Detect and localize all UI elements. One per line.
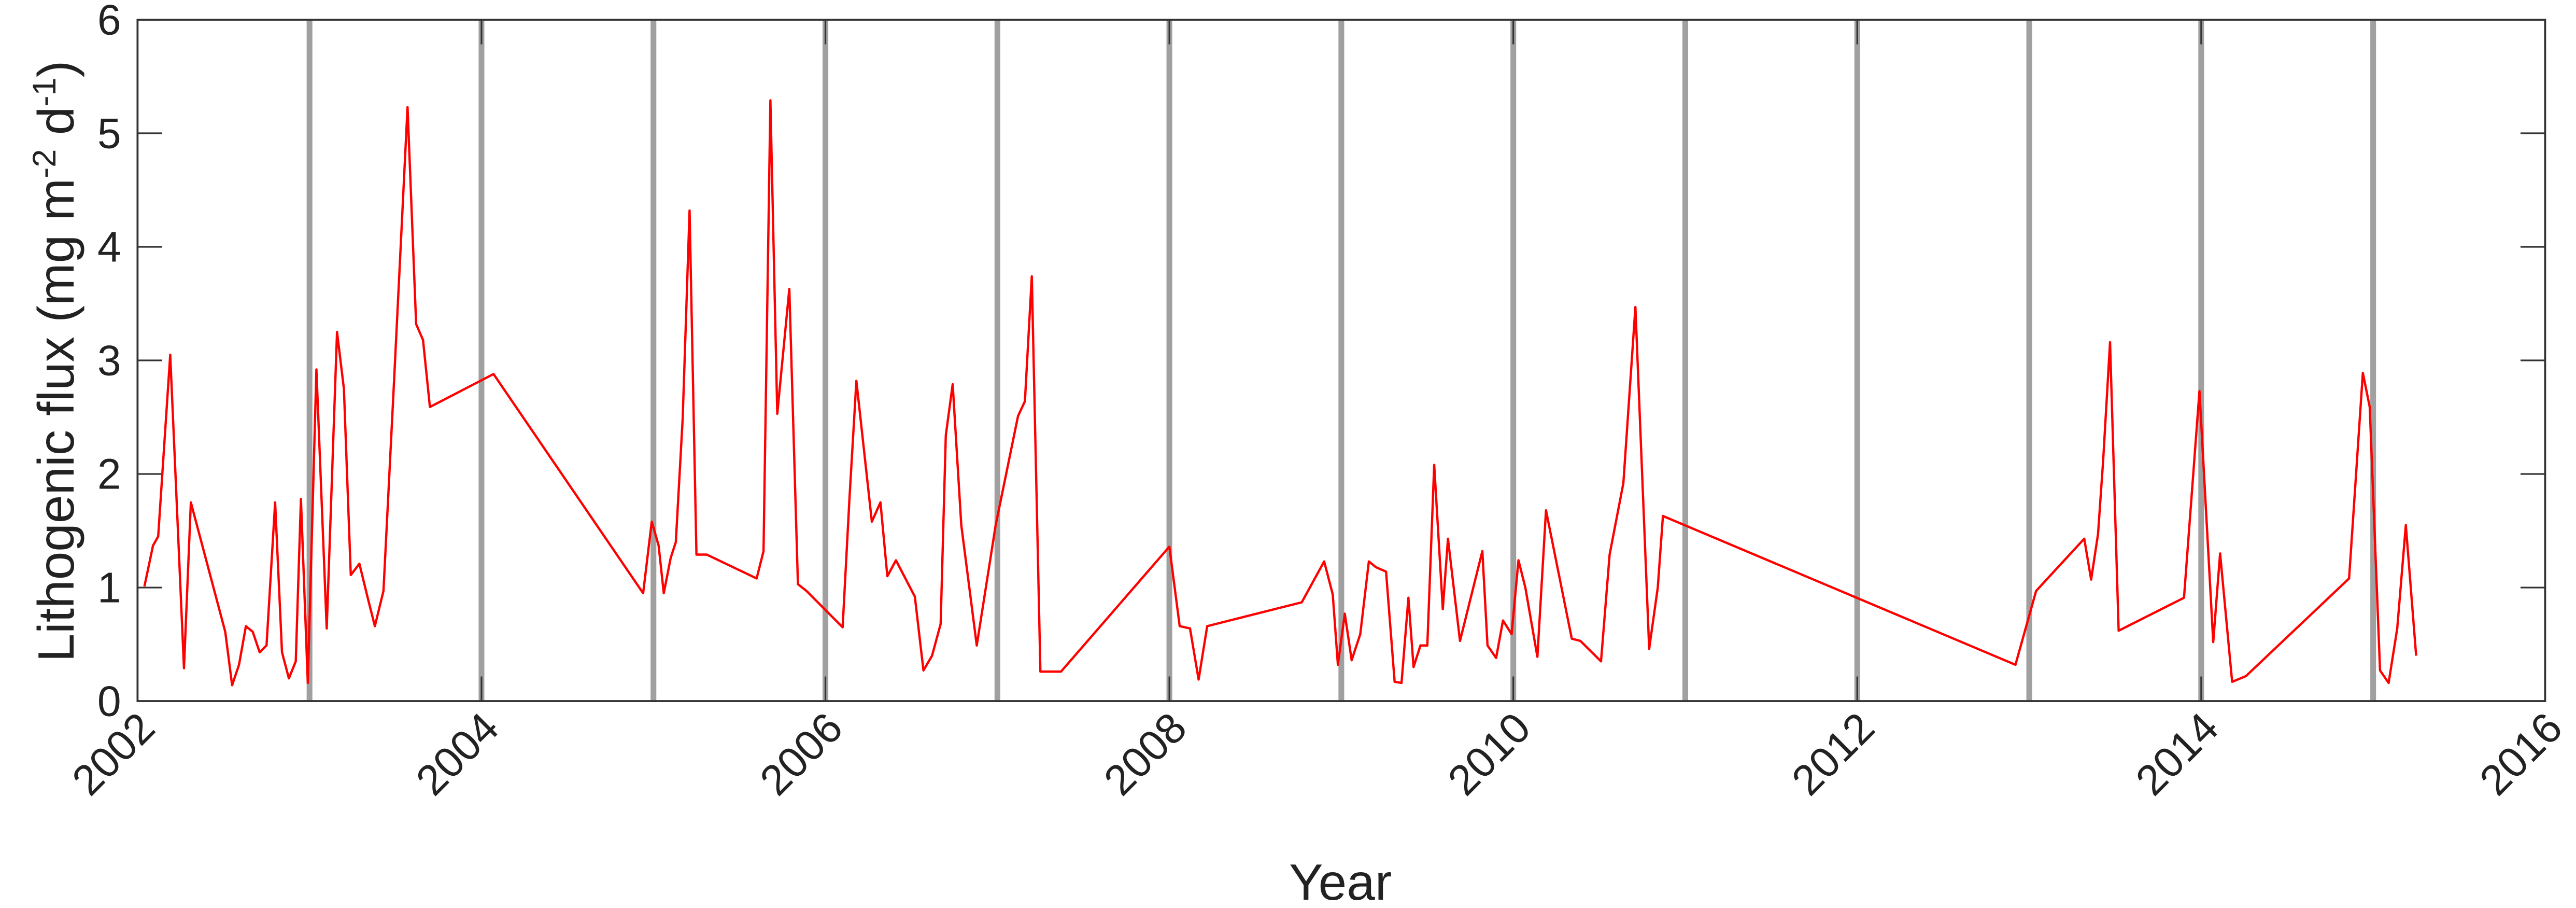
- y-axis-label-part: d: [27, 107, 84, 149]
- y-tick-label: 0: [97, 678, 121, 725]
- x-tick-label: 2012: [1782, 704, 1884, 805]
- y-axis-label-part: -2: [26, 149, 63, 178]
- x-tick-label: 2008: [1095, 704, 1196, 805]
- x-axis-label: Year: [1289, 854, 1392, 908]
- x-tick-label: 2010: [1439, 704, 1540, 805]
- data-line: [143, 99, 2417, 687]
- y-axis-label-part: -1: [26, 77, 63, 106]
- x-tick-label: 2004: [407, 704, 508, 805]
- y-tick-label: 5: [97, 110, 121, 158]
- y-axis-label: Lithogenic flux (mg m-2 d-1): [26, 61, 84, 662]
- y-axis-label-part: Lithogenic flux (mg m: [27, 178, 84, 662]
- y-tick-label: 6: [97, 0, 121, 44]
- x-tick-label: 2016: [2471, 704, 2572, 805]
- y-tick-label: 3: [97, 337, 121, 385]
- y-tick-label: 4: [97, 223, 121, 271]
- plot-frame: [136, 19, 2546, 702]
- y-tick-label: 1: [97, 564, 121, 612]
- y-axis-label-part: ): [27, 61, 84, 78]
- y-tick-label: 2: [97, 451, 121, 498]
- x-tick-label: 2006: [751, 704, 852, 805]
- x-tick-label: 2014: [2127, 704, 2228, 805]
